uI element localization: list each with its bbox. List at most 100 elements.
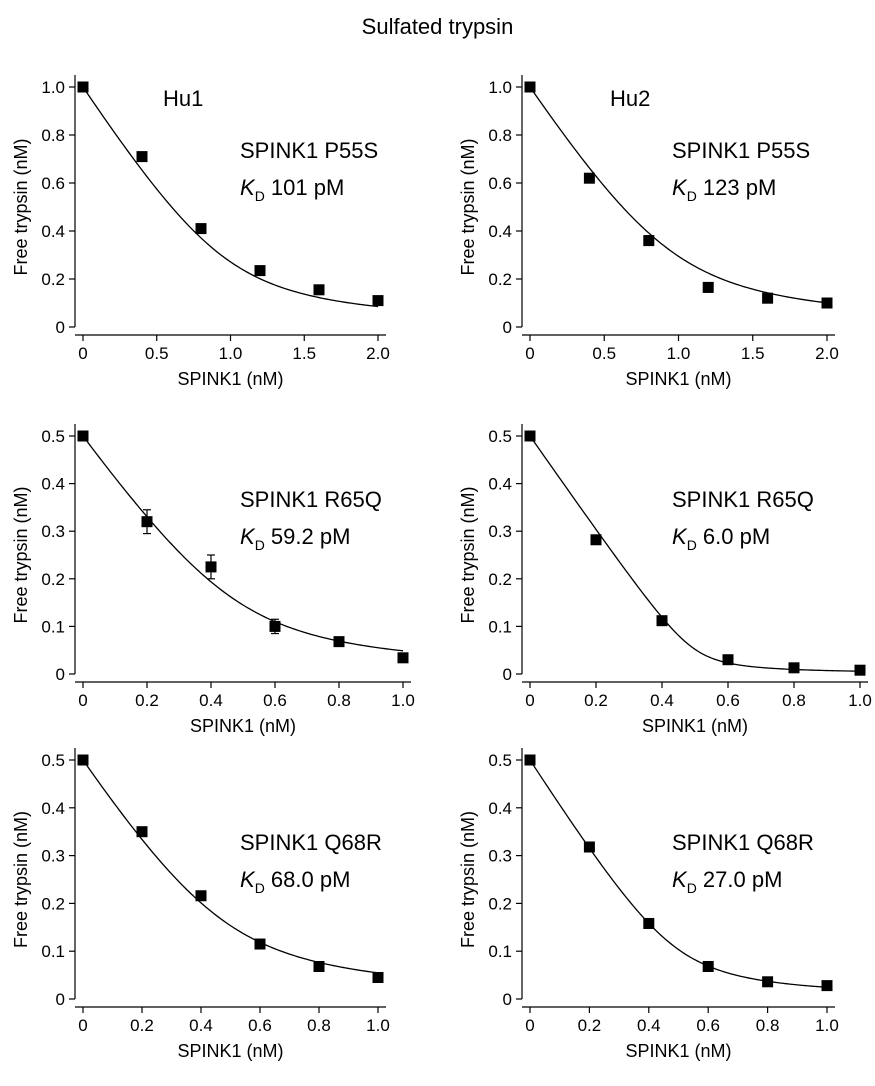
data-point — [788, 662, 800, 674]
data-point — [254, 938, 266, 950]
y-tick-label: 0.4 — [488, 475, 512, 494]
y-tick-label: 1.0 — [41, 78, 65, 97]
mutant-label: SPINK1 R65Q — [240, 487, 382, 512]
chart-panel-2: 0 0.2 0.4 0.6 0.8 1.0 0 0.5 1.0 1.5 2.0 SPINK1 (nM)… — [458, 75, 839, 389]
chart-panel-6: 0 0.1 0.2 0.3 0.4 0.5 0 0.2 0.4 0.6 0.8 1.0 SPINK1 (… — [458, 748, 839, 1061]
kd-label: KD 68.0 pM — [240, 867, 350, 896]
y-tick-label: 0 — [503, 665, 512, 684]
x-tick-label: 0.4 — [189, 1016, 213, 1035]
x-axis-label: SPINK1 (nM) — [177, 1041, 283, 1061]
x-tick-label: 0.8 — [327, 691, 351, 710]
data-point — [762, 976, 774, 988]
x-tick-label: 1.5 — [292, 344, 316, 363]
x-axis-label: SPINK1 (nM) — [177, 369, 283, 389]
data-point — [372, 295, 384, 307]
y-tick-label: 0.4 — [488, 222, 512, 241]
y-tick-label: 0.2 — [41, 270, 65, 289]
figure-title: Sulfated trypsin — [361, 14, 514, 39]
x-tick-label: 0.2 — [130, 1016, 154, 1035]
data-point — [195, 890, 207, 902]
data-point — [854, 664, 866, 676]
data-point — [205, 561, 217, 573]
data-point — [643, 917, 655, 929]
x-tick-label: 0.4 — [199, 691, 223, 710]
x-tick-label: 0 — [78, 1016, 87, 1035]
data-point — [524, 754, 536, 766]
y-tick-label: 0 — [56, 665, 65, 684]
x-tick-label: 2.0 — [366, 344, 390, 363]
chart-panel-4: 0 0.1 0.2 0.3 0.4 0.5 0 0.2 0.4 0.6 0.8 1.0 SPINK1 (… — [458, 424, 872, 736]
y-tick-label: 0.1 — [41, 942, 65, 961]
x-tick-label: 0 — [78, 344, 87, 363]
x-tick-label: 0.2 — [135, 691, 159, 710]
data-point — [583, 841, 595, 853]
data-point — [656, 615, 668, 627]
data-point — [643, 235, 655, 247]
y-axis-label: Free trypsin (nM) — [11, 486, 31, 623]
y-tick-label: 0.3 — [488, 522, 512, 541]
data-point — [762, 292, 774, 304]
y-tick-label: 0.2 — [488, 894, 512, 913]
y-tick-label: 0.8 — [41, 126, 65, 145]
x-tick-label: 1.5 — [741, 344, 765, 363]
y-tick-label: 0.2 — [488, 570, 512, 589]
panel-label: Hu2 — [610, 86, 650, 111]
x-axis-label: SPINK1 (nM) — [190, 716, 296, 736]
x-axis-label: SPINK1 (nM) — [625, 1041, 731, 1061]
x-tick-label: 0.8 — [782, 691, 806, 710]
y-tick-label: 0.3 — [41, 847, 65, 866]
x-tick-label: 0.4 — [637, 1016, 661, 1035]
y-tick-label: 1.0 — [488, 78, 512, 97]
chart-panel-5: 0 0.1 0.2 0.3 0.4 0.5 0 0.2 0.4 0.6 0.8 1.0 SPINK1 (… — [11, 748, 390, 1061]
x-tick-label: 0 — [78, 691, 87, 710]
chart-panel-1: 0 0.2 0.4 0.6 0.8 1.0 0 0.5 1.0 1.5 2.0 SPINK1 (nM)… — [11, 75, 390, 389]
data-point — [821, 297, 833, 309]
data-point — [524, 430, 536, 442]
x-tick-label: 1.0 — [848, 691, 872, 710]
y-tick-label: 0.2 — [41, 570, 65, 589]
x-tick-label: 1.0 — [667, 344, 691, 363]
chart-panel-3: 0 0.1 0.2 0.3 0.4 0.5 0 0.2 0.4 0.6 0.8 1.0 SPINK1 (… — [11, 424, 415, 736]
x-tick-label: 0 — [525, 691, 534, 710]
kd-label: KD 59.2 pM — [240, 524, 350, 553]
data-point — [524, 81, 536, 93]
y-axis-label: Free trypsin (nM) — [11, 811, 31, 948]
fit-curve — [82, 435, 404, 652]
x-tick-label: 0 — [525, 344, 534, 363]
y-tick-label: 0.6 — [41, 174, 65, 193]
y-axis-label: Free trypsin (nM) — [458, 811, 478, 948]
x-tick-label: 0.8 — [756, 1016, 780, 1035]
y-tick-label: 0.5 — [488, 751, 512, 770]
fit-curve — [529, 759, 828, 988]
x-tick-label: 0.6 — [716, 691, 740, 710]
data-point — [136, 151, 148, 163]
data-point — [269, 620, 281, 632]
y-tick-label: 0 — [56, 318, 65, 337]
x-tick-label: 0.6 — [696, 1016, 720, 1035]
y-tick-label: 0.1 — [488, 942, 512, 961]
x-tick-label: 0.5 — [592, 344, 616, 363]
mutant-label: SPINK1 R65Q — [672, 487, 814, 512]
mutant-label: SPINK1 P55S — [240, 138, 378, 163]
data-point — [702, 281, 714, 293]
y-tick-label: 0.2 — [488, 270, 512, 289]
y-tick-label: 0 — [56, 990, 65, 1009]
mutant-label: SPINK1 P55S — [672, 138, 810, 163]
y-tick-label: 0.6 — [488, 174, 512, 193]
x-tick-label: 0.6 — [248, 1016, 272, 1035]
y-tick-label: 0.2 — [41, 894, 65, 913]
mutant-label: SPINK1 Q68R — [240, 830, 382, 855]
data-point — [136, 826, 148, 838]
y-axis-label: Free trypsin (nM) — [458, 138, 478, 275]
data-point — [583, 172, 595, 184]
mutant-label: SPINK1 Q68R — [672, 830, 814, 855]
data-point — [77, 754, 89, 766]
y-tick-label: 0.5 — [41, 427, 65, 446]
y-tick-label: 0.3 — [41, 522, 65, 541]
data-point — [141, 516, 153, 528]
x-tick-label: 1.0 — [219, 344, 243, 363]
kd-label: KD 6.0 pM — [672, 524, 770, 553]
y-tick-label: 0 — [503, 990, 512, 1009]
x-tick-label: 1.0 — [366, 1016, 390, 1035]
